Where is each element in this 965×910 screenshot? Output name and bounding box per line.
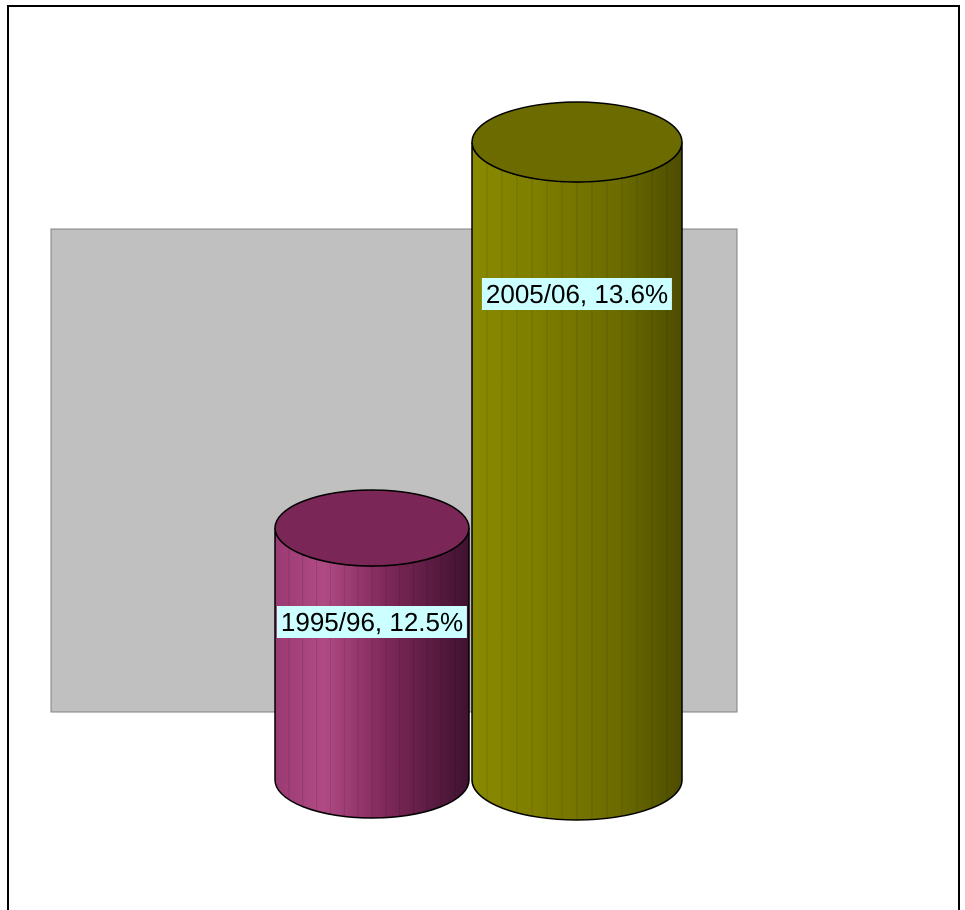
bars-layer [274, 101, 683, 821]
data-label-1995/96: 1995/96, 12.5% [276, 606, 468, 638]
data-label-2005/06: 2005/06, 13.6% [481, 278, 673, 310]
cylinder-top-2005/06 [471, 101, 683, 183]
cylinder-top-1995/96 [274, 489, 470, 567]
